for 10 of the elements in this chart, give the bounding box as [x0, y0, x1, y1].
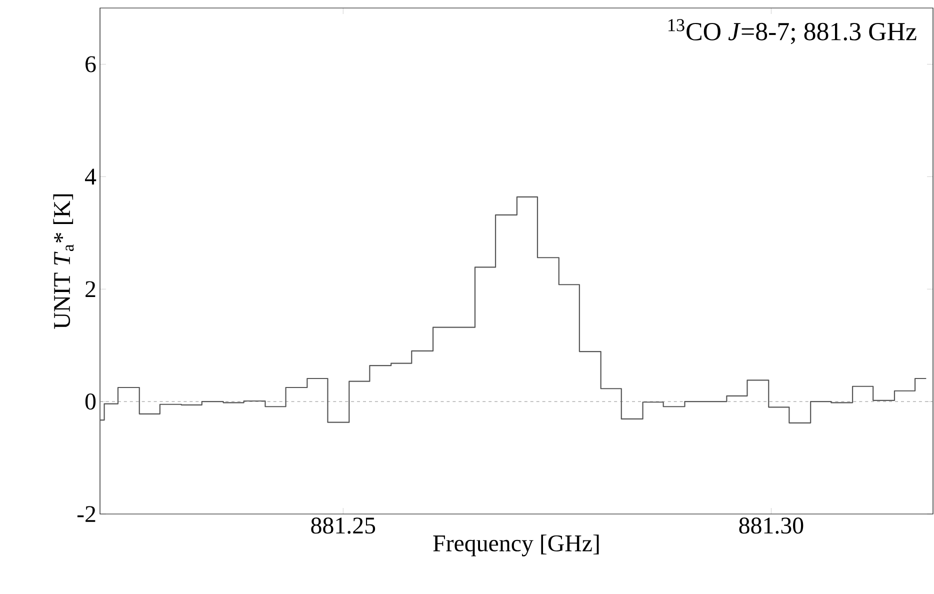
y-tick-label: 2 — [86, 281, 96, 298]
annotation: $^{13}$CO J=8-7; 881.3 GHz — [668, 19, 916, 44]
y-tick-label: 4 — [84, 168, 96, 185]
y-axis-title: UNIT T$_{a}$* [K] — [53, 194, 74, 329]
y-tick-label: -2 — [77, 506, 96, 522]
x-axis-title: Frequency [GHz] — [433, 534, 599, 556]
x-tick-label: 881.25 — [311, 518, 376, 534]
y-tick-label: 6 — [86, 56, 96, 72]
x-tick-label: 881.30 — [739, 518, 804, 534]
y-tick-label: 0 — [85, 393, 96, 410]
